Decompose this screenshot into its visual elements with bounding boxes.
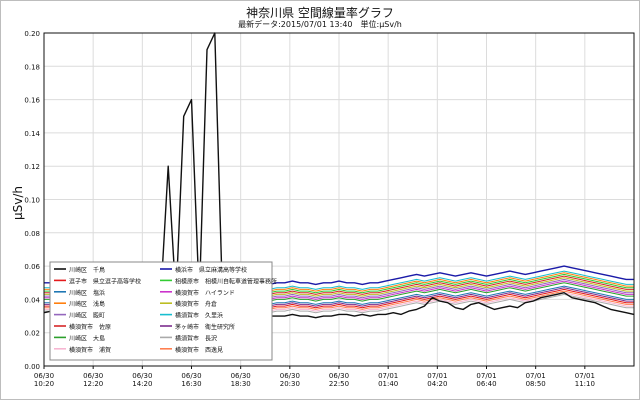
y-tick-label: 0.04 (24, 296, 40, 304)
plot-border (43, 32, 635, 367)
x-tick-time: 18:30 (231, 380, 251, 388)
x-tick-time: 08:50 (526, 380, 546, 388)
legend-label: 川崎区 大島 (69, 334, 105, 342)
x-tick-date: 06/30 (231, 372, 251, 380)
x-tick-time: 10:20 (34, 380, 54, 388)
legend-label: 横浜市 県立麻溝高等学校 (175, 266, 247, 274)
legend-label: 川崎区 千鳥 (69, 266, 105, 274)
y-tick-label: 0.06 (24, 263, 40, 271)
legend-label: 川崎区 殿町 (69, 312, 105, 320)
x-tick-date: 06/30 (181, 372, 201, 380)
y-tick-label: 0.12 (24, 163, 40, 171)
y-tick-label: 0.10 (24, 197, 40, 205)
chart-title: 神奈川県 空間線量率グラフ (246, 6, 394, 20)
y-tick-label: 0.18 (24, 63, 40, 71)
y-tick-label: 0.16 (24, 97, 40, 105)
x-tick-date: 07/01 (575, 372, 595, 380)
x-tick-date: 06/30 (83, 372, 103, 380)
legend-label: 横須賀市 ハイランド (175, 289, 235, 297)
x-tick-date: 06/30 (132, 372, 152, 380)
legend-label: 逗子市 県立逗子高等学校 (69, 277, 141, 285)
y-tick-label: 0.08 (24, 230, 40, 238)
y-tick-label: 0.20 (24, 30, 40, 38)
legend-label: 横須賀市 浦賀 (69, 346, 111, 354)
legend-label: 相模原市 相模川自転車道管理事務所 (175, 277, 277, 285)
x-tick-date: 06/30 (34, 372, 54, 380)
x-tick-time: 06:40 (476, 380, 496, 388)
y-tick-label: 0.00 (24, 363, 40, 371)
x-tick-time: 20:30 (280, 380, 300, 388)
x-tick-date: 07/01 (526, 372, 546, 380)
x-tick-time: 14:20 (132, 380, 152, 388)
x-tick-time: 04:20 (427, 380, 447, 388)
y-tick-label: 0.02 (24, 330, 40, 338)
legend-label: 川崎区 塩浜 (69, 289, 105, 297)
legend-label: 横須賀市 久里浜 (175, 312, 223, 320)
x-tick-time: 12:20 (83, 380, 103, 388)
legend-box (49, 261, 273, 361)
x-tick-date: 06/30 (280, 372, 300, 380)
legend-label: 横須賀市 佐原 (69, 323, 111, 331)
x-tick-time: 11:10 (575, 380, 595, 388)
legend-label: 茅ヶ崎市 衛生研究所 (175, 323, 235, 331)
legend-label: 横須賀市 西逸見 (175, 346, 223, 354)
x-tick-date: 07/01 (476, 372, 496, 380)
x-tick-time: 16:30 (181, 380, 201, 388)
x-tick-time: 01:40 (378, 380, 398, 388)
x-tick-time: 22:50 (329, 380, 349, 388)
legend-label: 川崎区 浅島 (69, 300, 105, 308)
legend-label: 横須賀市 長沢 (175, 334, 217, 342)
y-tick-label: 0.14 (24, 130, 40, 138)
x-tick-date: 07/01 (378, 372, 398, 380)
x-tick-date: 06/30 (329, 372, 349, 380)
legend-label: 横須賀市 舟倉 (175, 300, 217, 308)
x-tick-date: 07/01 (427, 372, 447, 380)
chart-subtitle: 最新データ:2015/07/01 13:40 単位:μSv/h (238, 20, 402, 29)
axes: 0.00 0.02 0.04 0.06 0.08 0.10 0.12 0.14 0.16 0.18… (24, 30, 635, 388)
